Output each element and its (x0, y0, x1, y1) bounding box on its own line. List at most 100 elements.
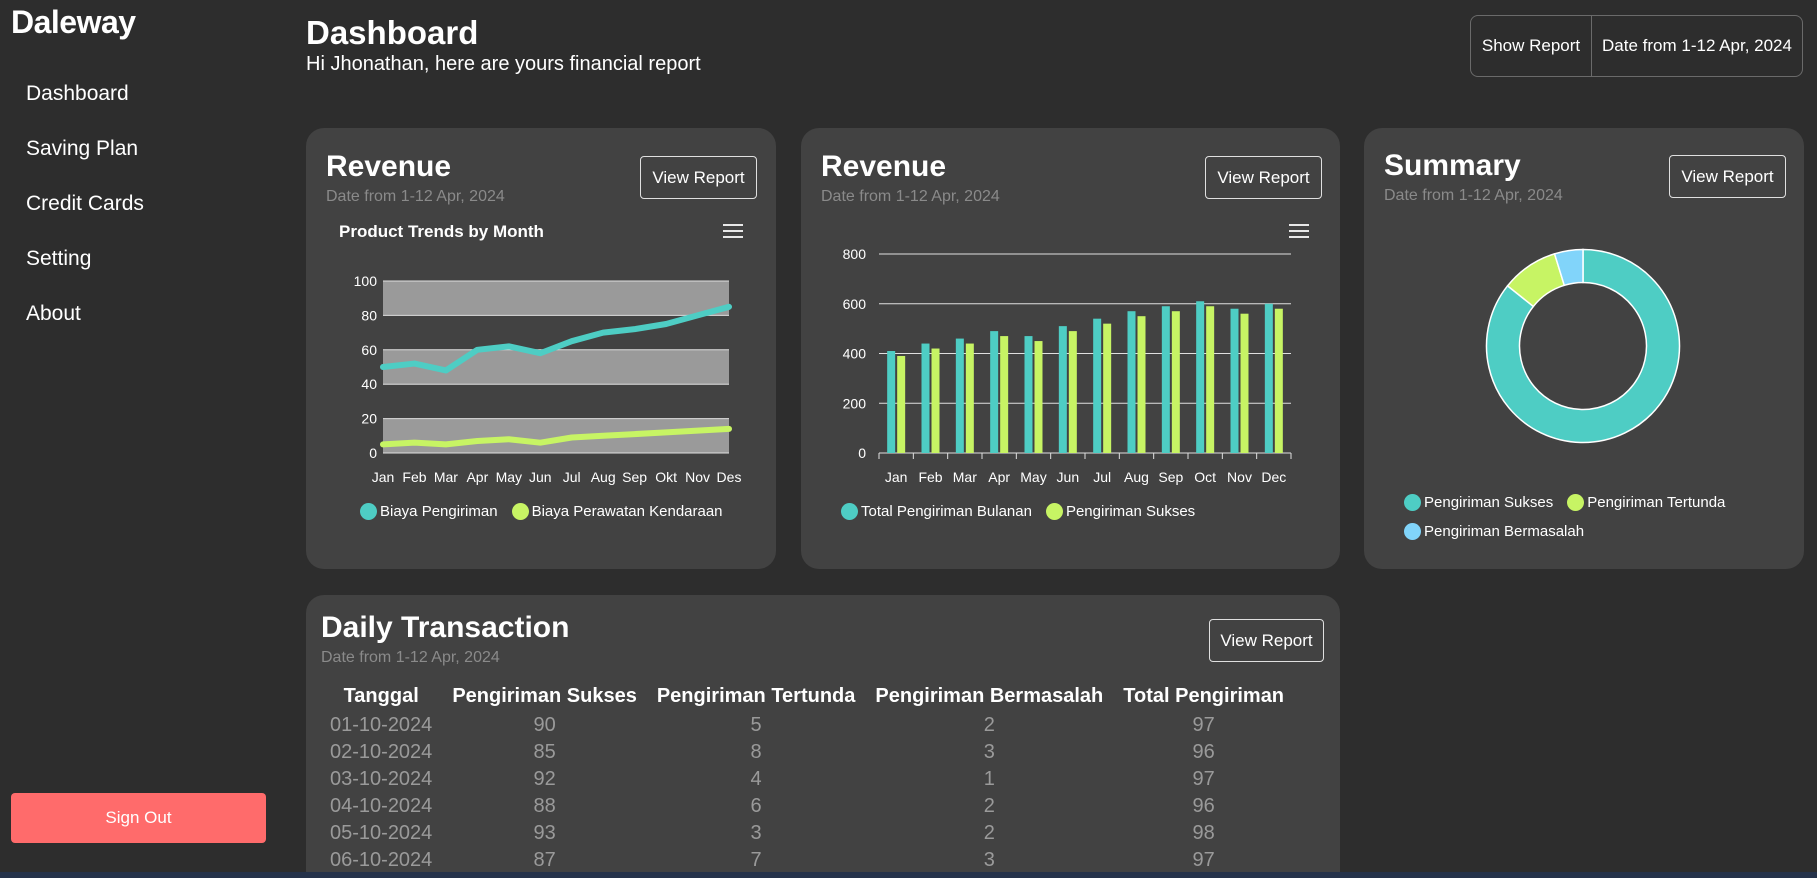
legend-label: Pengiriman Bermasalah (1424, 523, 1585, 540)
table-cell: 06-10-2024 (330, 849, 433, 871)
line-chart-legend: Biaya Pengiriman Biaya Perawatan Kendara… (360, 503, 737, 520)
bar (1068, 331, 1077, 453)
brand-logo: Daleway (11, 4, 136, 40)
legend-dot (1404, 494, 1421, 511)
x-tick-label: Jan (372, 469, 395, 485)
bar (1274, 308, 1283, 453)
table-cell: 3 (750, 822, 762, 844)
table-row: 06-10-2024 87 7 3 97 (320, 847, 1294, 874)
bar (955, 338, 964, 453)
y-tick-label: 0 (369, 445, 377, 461)
legend-item-biaya-perawatan[interactable]: Biaya Perawatan Kendaraan (511, 503, 723, 520)
x-tick-label: Jul (563, 469, 581, 485)
bar (1196, 301, 1205, 453)
card-title: Daily Transaction (321, 611, 570, 644)
legend-item-total-pengiriman[interactable]: Total Pengiriman Bulanan (841, 503, 1032, 520)
legend-label: Pengiriman Sukses (1065, 503, 1196, 520)
sidebar-item-credit-cards[interactable]: Credit Cards (26, 192, 144, 215)
grid-band (383, 418, 729, 453)
bar (887, 351, 896, 453)
table-row: 02-10-2024 85 8 3 96 (320, 739, 1294, 766)
card-date: Date from 1-12 Apr, 2024 (1384, 187, 1563, 204)
table-cell: 93 (533, 822, 556, 844)
x-tick-label: Mar (953, 469, 977, 485)
bar (1034, 341, 1043, 453)
view-report-button[interactable]: View Report (1669, 155, 1786, 198)
legend-dot (1404, 523, 1421, 540)
table-row: 05-10-2024 93 3 2 98 (320, 820, 1294, 847)
table-cell: 04-10-2024 (330, 795, 433, 817)
card-date: Date from 1-12 Apr, 2024 (821, 188, 1000, 205)
legend-label: Total Pengiriman Bulanan (861, 503, 1032, 520)
table-cell: 05-10-2024 (330, 822, 433, 844)
card-title: Revenue (326, 150, 452, 183)
column-header: Tanggal (343, 684, 419, 707)
daily-transaction-card: Daily Transaction Date from 1-12 Apr, 20… (306, 595, 1340, 878)
bar (921, 343, 930, 453)
bar (1024, 336, 1033, 453)
show-report-button[interactable]: Show Report (1471, 16, 1592, 76)
bar (1240, 313, 1249, 453)
y-tick-label: 200 (843, 395, 867, 411)
series-line (380, 425, 732, 448)
x-tick-label: Mar (434, 469, 458, 485)
summary-card: Summary Date from 1-12 Apr, 2024 View Re… (1364, 128, 1804, 569)
card-date: Date from 1-12 Apr, 2024 (326, 188, 505, 205)
legend-item-pengiriman-sukses[interactable]: Pengiriman Sukses (1045, 503, 1196, 520)
column-header: Pengiriman Tertunda (656, 684, 856, 707)
y-tick-label: 800 (843, 246, 867, 262)
x-tick-label: Jun (1057, 469, 1080, 485)
table-cell: 4 (750, 768, 762, 790)
x-tick-label: Jul (1093, 469, 1111, 485)
table-cell: 5 (750, 714, 762, 736)
legend-item-bermasalah[interactable]: Pengiriman Bermasalah (1404, 523, 1584, 540)
legend-dot (1045, 503, 1063, 520)
table-cell: 7 (750, 849, 762, 871)
y-tick-label: 100 (354, 273, 378, 289)
view-report-button[interactable]: View Report (1205, 156, 1322, 199)
bar (931, 348, 940, 453)
legend-label: Biaya Perawatan Kendaraan (531, 503, 723, 520)
sidebar-item-dashboard[interactable]: Dashboard (26, 82, 129, 105)
bar (965, 343, 974, 453)
legend-label: Pengiriman Sukses (1424, 494, 1554, 511)
table-cell: 85 (533, 741, 556, 763)
view-report-button[interactable]: View Report (640, 156, 757, 199)
legend-dot (841, 503, 858, 520)
grid-band (383, 281, 729, 316)
donut-chart (1485, 248, 1681, 444)
card-date: Date from 1-12 Apr, 2024 (321, 649, 500, 666)
card-title: Revenue (821, 150, 947, 183)
sidebar-item-about[interactable]: About (26, 302, 81, 325)
legend-item-tertunda[interactable]: Pengiriman Tertunda (1567, 494, 1725, 511)
sidebar-item-setting[interactable]: Setting (26, 247, 92, 270)
table-cell: 98 (1192, 822, 1215, 844)
donut-slice (1553, 248, 1584, 287)
sign-out-button[interactable]: Sign Out (11, 793, 266, 843)
table-cell: 2 (983, 822, 995, 844)
legend-dot (511, 503, 529, 520)
sidebar: Daleway Dashboard Saving Plan Credit Car… (0, 0, 275, 878)
table-cell: 03-10-2024 (330, 768, 433, 790)
legend-item-biaya-pengiriman[interactable]: Biaya Pengiriman (360, 503, 498, 520)
legend-item-sukses[interactable]: Pengiriman Sukses (1404, 494, 1553, 511)
revenue-bar-card: Revenue Date from 1-12 Apr, 2024 View Re… (801, 128, 1340, 569)
table-row: 04-10-2024 88 6 2 96 (320, 793, 1294, 820)
y-tick-label: 80 (361, 307, 377, 323)
sidebar-item-saving-plan[interactable]: Saving Plan (26, 137, 139, 160)
bar (1206, 306, 1215, 453)
hamburger-menu-icon[interactable] (723, 224, 743, 239)
view-report-button[interactable]: View Report (1209, 619, 1324, 662)
table-cell: 96 (1192, 741, 1215, 763)
table-cell: 87 (533, 849, 556, 871)
x-tick-label: Nov (1227, 469, 1252, 485)
date-range-picker[interactable]: Date from 1-12 Apr, 2024 (1602, 36, 1792, 55)
legend-label: Biaya Pengiriman (380, 503, 498, 520)
bar (1000, 336, 1009, 453)
table-cell: 97 (1192, 849, 1215, 871)
table-cell: 92 (533, 768, 556, 790)
legend-dot (1567, 494, 1585, 511)
daily-transaction-table: Tanggal Pengiriman Sukses Pengiriman Ter… (320, 680, 1294, 874)
hamburger-menu-icon[interactable] (1289, 224, 1309, 239)
legend-label: Pengiriman Tertunda (1587, 494, 1726, 511)
